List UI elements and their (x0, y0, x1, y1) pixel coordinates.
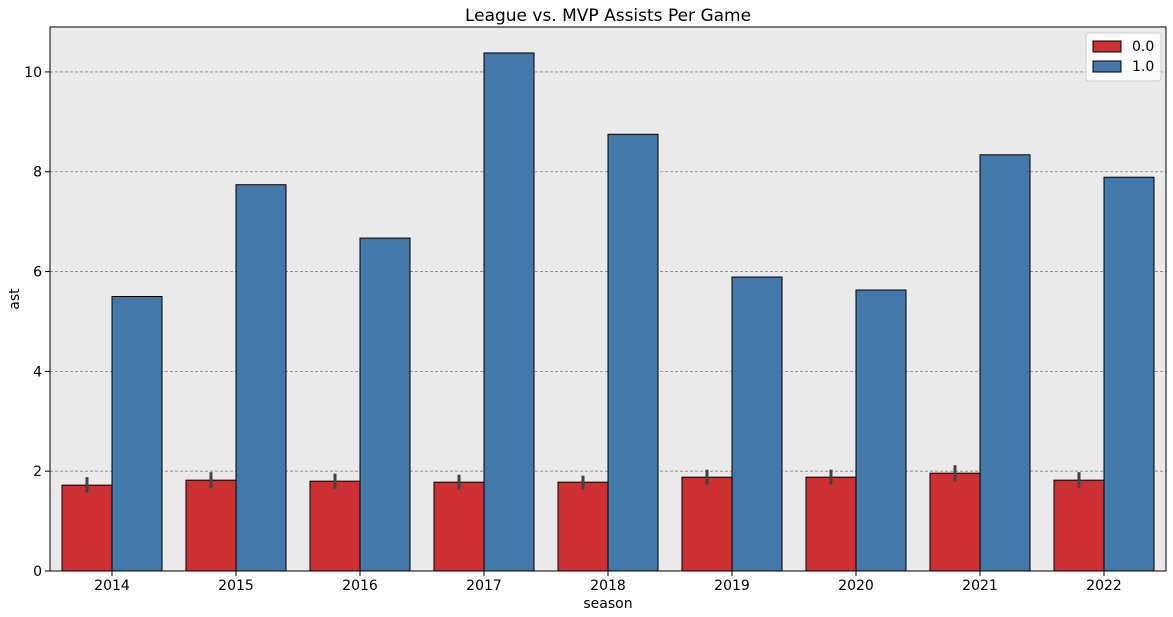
x-tick-label: 2019 (714, 578, 750, 594)
error-bars (85, 465, 1081, 493)
bar-0_0-2018[interactable] (557, 481, 609, 572)
legend-label-1_0: 1.0 (1132, 59, 1154, 75)
bar-1_0-2017[interactable] (483, 52, 535, 572)
y-tick-label: 2 (33, 464, 42, 480)
bars (61, 52, 1155, 572)
legend-swatch-1_0 (1092, 60, 1122, 73)
legend-label-0_0: 0.0 (1132, 39, 1154, 55)
y-axis-label: ast (7, 288, 23, 310)
y-tick-label: 0 (33, 564, 42, 580)
legend[interactable]: 0.01.0 (1085, 32, 1162, 82)
bar-1_0-2016[interactable] (359, 237, 411, 572)
chart-title: League vs. MVP Assists Per Game (465, 6, 751, 26)
legend-swatch-0_0 (1092, 40, 1122, 53)
y-axis: 0 2 4 6 8 10 (24, 65, 50, 580)
bar-0_0-2016[interactable] (309, 480, 361, 572)
bar-0_0-2020[interactable] (805, 476, 857, 572)
bar-1_0-2015[interactable] (235, 184, 287, 572)
y-tick-label: 10 (24, 65, 42, 81)
x-tick-label: 2016 (342, 578, 378, 594)
bar-1_0-2014[interactable] (111, 296, 163, 572)
y-tick-label: 8 (33, 165, 42, 181)
x-tick-label: 2015 (218, 578, 254, 594)
y-tick-label: 6 (33, 265, 42, 281)
x-tick-label: 2021 (962, 578, 998, 594)
x-tick-label: 2022 (1086, 578, 1122, 594)
bar-1_0-2019[interactable] (731, 276, 783, 572)
bar-1_0-2020[interactable] (855, 289, 907, 572)
x-tick-label: 2018 (590, 578, 626, 594)
bar-0_0-2017[interactable] (433, 481, 485, 572)
bar-1_0-2018[interactable] (607, 133, 659, 572)
bar-0_0-2022[interactable] (1053, 479, 1105, 572)
x-axis: 2014 2015 2016 2017 2018 2019 2020 2021 2022 (94, 571, 1122, 594)
x-tick-label: 2014 (94, 578, 130, 594)
bar-1_0-2022[interactable] (1103, 176, 1155, 572)
bar-0_0-2021[interactable] (929, 472, 981, 572)
bar-0_0-2015[interactable] (185, 479, 237, 572)
x-tick-label: 2020 (838, 578, 874, 594)
x-axis-label: season (583, 596, 632, 612)
x-tick-label: 2017 (466, 578, 502, 594)
bar-1_0-2021[interactable] (979, 154, 1031, 572)
y-tick-label: 4 (33, 364, 42, 380)
bar-0_0-2019[interactable] (681, 476, 733, 572)
bar-0_0-2014[interactable] (61, 484, 113, 572)
